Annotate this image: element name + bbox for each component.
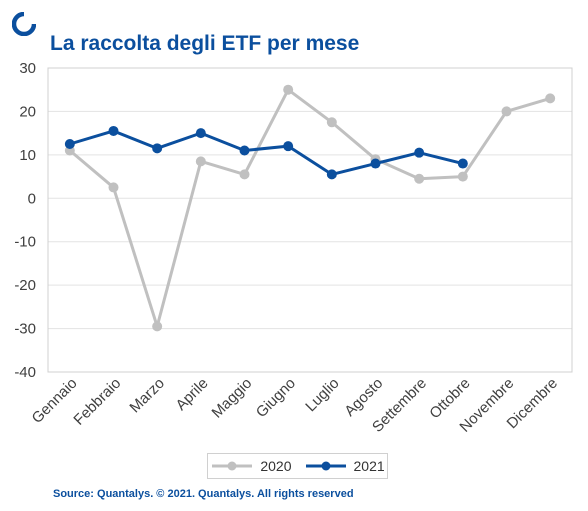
data-point-2020 (326, 117, 337, 128)
data-point-2020 (108, 182, 119, 193)
gridlines (47, 67, 573, 373)
data-point-2021 (283, 141, 294, 152)
x-tick-label: Aprile (173, 375, 212, 414)
series-line-2021 (69, 129, 464, 176)
data-point-2021 (195, 128, 206, 139)
source-note: Source: Quantalys. © 2021. Quantalys. Al… (53, 488, 354, 500)
x-tick-label: Giugno (253, 375, 299, 421)
y-tick-label: 10 (19, 147, 36, 164)
data-point-2021 (152, 143, 163, 154)
data-point-2020 (152, 321, 163, 332)
data-point-2020 (195, 156, 206, 167)
x-tick-label: Maggio (209, 375, 256, 422)
legend-label-2021: 2021 (353, 458, 385, 474)
y-tick-label: 20 (19, 103, 36, 120)
legend-swatch-2021 (305, 461, 346, 471)
legend-item-2020: 2020 (210, 458, 292, 474)
data-point-2020 (545, 93, 556, 104)
series-lines (68, 88, 551, 328)
y-axis-ticks: 30 20 10 0 -10 -20 -30 -40 (14, 60, 36, 381)
data-point-2021 (64, 139, 75, 149)
series-points (64, 84, 556, 332)
data-point-2020 (414, 173, 425, 184)
y-tick-label: -20 (14, 277, 36, 294)
plot-area-border (47, 67, 573, 373)
data-point-2021 (370, 158, 381, 169)
data-point-2021 (239, 145, 250, 156)
y-tick-label: -10 (14, 234, 36, 251)
x-tick-label: Marzo (126, 375, 167, 416)
legend: 2020 2021 (207, 453, 388, 479)
legend-label-2020: 2020 (260, 458, 292, 474)
y-tick-label: -30 (14, 321, 36, 338)
data-point-2021 (108, 125, 119, 136)
quantalys-logo-icon (12, 12, 36, 36)
data-point-2020 (283, 84, 294, 95)
legend-swatch-2020 (212, 461, 253, 471)
chart-title: La raccolta degli ETF per mese (50, 32, 360, 55)
y-tick-label: -40 (14, 364, 36, 381)
data-point-2021 (414, 147, 425, 158)
data-point-2020 (501, 106, 512, 117)
data-point-2021 (326, 169, 337, 180)
data-point-2020 (239, 169, 250, 180)
legend-item-2021: 2021 (304, 458, 385, 474)
data-point-2021 (457, 158, 468, 169)
y-tick-label: 30 (19, 60, 36, 77)
data-point-2020 (457, 171, 468, 182)
x-tick-label: Luglio (302, 375, 342, 415)
series-line-2020 (68, 88, 551, 328)
x-tick-label: Febbraio (70, 375, 124, 429)
y-tick-label: 0 (28, 190, 36, 207)
